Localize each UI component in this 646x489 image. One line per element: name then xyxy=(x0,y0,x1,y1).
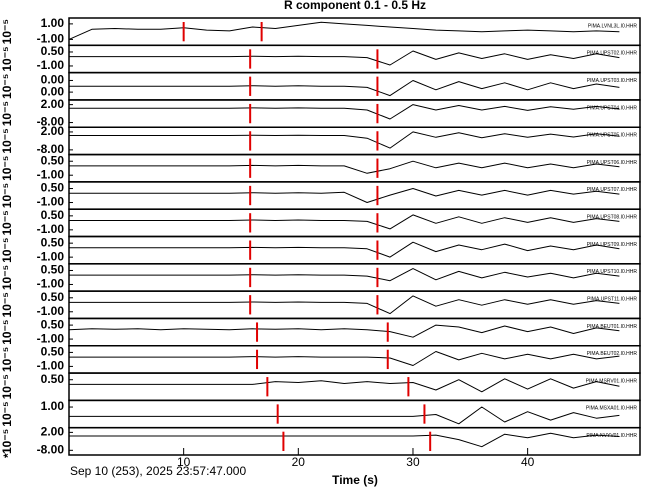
station-label: PIMA.UPST10.I0.HHR xyxy=(587,269,638,275)
unit-label: 10⁻⁵ xyxy=(0,265,14,290)
panel-frame xyxy=(68,290,641,320)
x-tick-label: 40 xyxy=(521,455,535,469)
x-axis-label: Time (s) xyxy=(332,473,378,487)
panel-frame xyxy=(68,263,641,292)
y-tick-label: -1.00 xyxy=(37,359,65,373)
panel-frame xyxy=(68,372,641,402)
panel-frame xyxy=(68,399,641,429)
trace xyxy=(69,131,620,149)
y-tick-label: 0.50 xyxy=(41,208,65,222)
panel-frame xyxy=(68,153,641,183)
unit-label: 10⁻⁵ xyxy=(0,237,14,262)
unit-label: 10⁻⁵ xyxy=(0,156,14,181)
y-tick-label: -1.00 xyxy=(37,32,65,46)
y-tick-label: 0.50 xyxy=(41,317,65,331)
y-tick-label: -1.00 xyxy=(37,195,65,209)
trace xyxy=(69,104,620,120)
trace xyxy=(69,432,620,448)
y-tick-label: -8.00 xyxy=(37,115,65,129)
station-label: PIMA.UPST02.I0.HHR xyxy=(587,51,638,57)
station-label: PIMA.BEUT02.I0.HHR xyxy=(587,351,638,357)
x-tick-label: 30 xyxy=(406,455,420,469)
station-label: PIMA.LVNL3L.I0.HHR xyxy=(588,23,637,29)
panel-frame xyxy=(68,426,641,456)
y-tick-label: 0.50 xyxy=(41,263,65,277)
unit-label: 10⁻⁵ xyxy=(0,128,14,153)
y-tick-label: 1.00 xyxy=(41,16,65,30)
panel-frame xyxy=(68,17,641,47)
panel-frame xyxy=(68,208,641,238)
trace xyxy=(69,188,620,203)
y-tick-label: 0.50 xyxy=(41,290,65,304)
unit-label: 10⁻⁵ xyxy=(0,101,14,126)
y-tick-label: 0.00 xyxy=(41,84,65,98)
trace xyxy=(69,80,620,97)
trace xyxy=(68,21,620,40)
x-tick-label: 10 xyxy=(177,455,191,469)
unit-label: 10⁻⁵ xyxy=(0,183,14,208)
unit-label: 10⁻⁵ xyxy=(0,46,14,71)
station-label: PIMA.MSXA01.I0.HHR xyxy=(586,406,638,412)
unit-label: 10⁻⁵ xyxy=(0,429,14,454)
x-tick-label: 20 xyxy=(292,455,306,469)
panel-frame xyxy=(68,181,641,210)
panel-frame xyxy=(68,235,641,265)
unit-label: 10⁻⁵ xyxy=(0,374,14,399)
unit-label: 10⁻⁵ xyxy=(0,74,14,99)
station-label: PIMA.UPST11.I0.HHR xyxy=(587,296,637,302)
station-label: PIMA.UPST03.I0.HHR xyxy=(587,78,638,84)
trace xyxy=(68,324,620,338)
y-tick-label: -1.00 xyxy=(37,331,65,345)
trace xyxy=(69,268,620,282)
y-tick-label: 0.00 xyxy=(41,73,65,87)
y-tick-label: -8.00 xyxy=(37,442,65,456)
station-label: PIMA.UPST07.I0.HHR xyxy=(587,187,638,193)
start-time: Sep 10 (253), 2025 23:57:47.000 xyxy=(70,464,246,478)
unit-label: 10⁻⁵ xyxy=(0,401,14,426)
y-tick-label: -1.00 xyxy=(37,58,65,72)
y-tick-label: 2.00 xyxy=(41,97,65,111)
trace xyxy=(69,295,620,315)
trace xyxy=(69,214,620,230)
trace xyxy=(69,351,620,366)
panel-frame xyxy=(68,345,641,374)
panel-frame xyxy=(68,126,641,156)
y-tick-label: -1.00 xyxy=(37,167,65,181)
station-label: PIMA.UPST09.I0.HHR xyxy=(587,242,638,248)
multiplier: * xyxy=(1,453,15,458)
y-tick-label: 2.00 xyxy=(41,124,65,138)
trace xyxy=(69,50,620,66)
y-tick-label: -1.00 xyxy=(37,249,65,263)
station-label: PIMA.BEUT01.I0.HHR xyxy=(587,324,638,330)
y-tick-label: -1.00 xyxy=(37,304,65,318)
unit-label: 10⁻⁵ xyxy=(0,19,14,44)
panel-frame xyxy=(68,99,641,128)
y-tick-label: -1.00 xyxy=(37,222,65,236)
chart-title: R component 0.1 - 0.5 Hz xyxy=(284,0,426,12)
trace xyxy=(69,160,620,174)
unit-label: 10⁻⁵ xyxy=(0,210,14,235)
y-tick-label: 0.50 xyxy=(41,153,65,167)
y-tick-label: 0.50 xyxy=(41,235,65,249)
panel-frame xyxy=(68,44,641,74)
trace xyxy=(69,406,620,425)
unit-label: 10⁻⁵ xyxy=(0,292,14,317)
trace xyxy=(69,241,620,258)
y-tick-label: -8.00 xyxy=(37,142,65,156)
unit-label: 10⁻⁵ xyxy=(0,347,14,372)
station-label: PIMA.MSRV01.I0.HHR xyxy=(586,378,638,384)
unit-label: 10⁻⁵ xyxy=(0,319,14,344)
panel-frame xyxy=(68,317,641,347)
y-tick-label: 0.50 xyxy=(41,372,65,386)
y-tick-label: 2.00 xyxy=(41,425,65,439)
y-tick-label: 0.50 xyxy=(41,181,65,195)
station-label: PIMA.UPST06.I0.HHR xyxy=(587,160,638,166)
y-tick-label: 1.00 xyxy=(41,399,65,413)
y-tick-label: 0.50 xyxy=(41,345,65,359)
y-tick-label: -1.00 xyxy=(37,277,65,291)
y-tick-label: 0.50 xyxy=(41,44,65,58)
station-label: PIMA.UPST08.I0.HHR xyxy=(587,215,638,221)
trace xyxy=(69,378,620,393)
